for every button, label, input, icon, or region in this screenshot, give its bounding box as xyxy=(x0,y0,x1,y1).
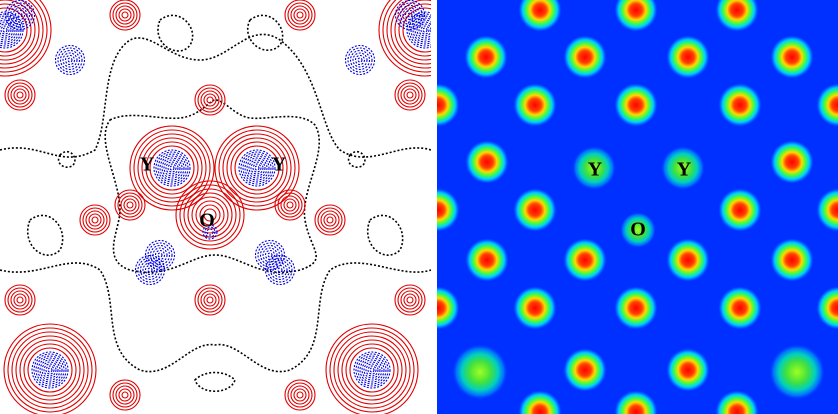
atom-density xyxy=(770,35,814,79)
atom-density xyxy=(718,286,762,330)
page: Y Y O Y Y O (() => { const data = JSON.p… xyxy=(0,0,838,414)
atom-density xyxy=(614,83,658,127)
atom-label: O xyxy=(199,210,215,232)
atom-density xyxy=(513,188,557,232)
atom-density xyxy=(513,83,557,127)
atom-density xyxy=(666,348,710,392)
atom-density xyxy=(666,238,710,282)
atom-density xyxy=(452,344,508,400)
atom-density xyxy=(770,140,814,184)
atom-density xyxy=(513,286,557,330)
atom-density xyxy=(563,35,607,79)
atom-label: O xyxy=(630,219,646,241)
atom-label: Y xyxy=(677,159,692,181)
atom-density xyxy=(563,348,607,392)
atom-density xyxy=(614,286,658,330)
atom-density xyxy=(465,140,509,184)
atom-density xyxy=(718,188,762,232)
atom-density xyxy=(464,35,508,79)
atom-density xyxy=(769,344,825,400)
atom-density xyxy=(718,83,762,127)
atom-label: Y xyxy=(140,154,155,176)
atom-label: Y xyxy=(588,159,603,181)
atom-density xyxy=(563,238,607,282)
atom-density xyxy=(666,35,710,79)
density-panel xyxy=(416,0,838,414)
figure: Y Y O Y Y O xyxy=(0,0,838,414)
contour-panel xyxy=(0,0,471,414)
atom-label: Y xyxy=(272,154,287,176)
atom-density xyxy=(770,238,814,282)
atom-density xyxy=(465,238,509,282)
